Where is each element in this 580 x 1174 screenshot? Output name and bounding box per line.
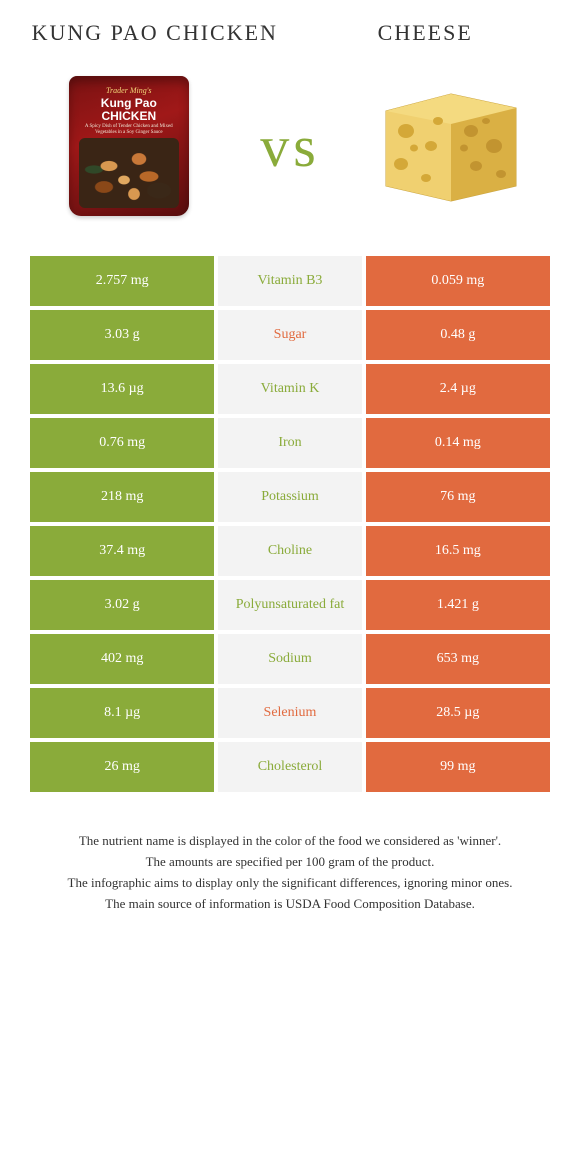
cheese-icon bbox=[366, 76, 536, 216]
cell-left-value: 218 mg bbox=[30, 472, 214, 522]
cell-nutrient-name: Choline bbox=[218, 526, 361, 576]
table-row: 26 mgCholesterol99 mg bbox=[30, 742, 550, 792]
cell-right-value: 28.5 µg bbox=[366, 688, 550, 738]
cell-left-value: 2.757 mg bbox=[30, 256, 214, 306]
footnotes: The nutrient name is displayed in the co… bbox=[30, 832, 550, 913]
cell-right-value: 0.48 g bbox=[366, 310, 550, 360]
cell-left-value: 26 mg bbox=[30, 742, 214, 792]
cell-nutrient-name: Polyunsaturated fat bbox=[218, 580, 361, 630]
footnote-line: The nutrient name is displayed in the co… bbox=[40, 832, 540, 851]
cell-nutrient-name: Iron bbox=[218, 418, 361, 468]
nutrient-table: 2.757 mgVitamin B30.059 mg3.03 gSugar0.4… bbox=[30, 256, 550, 792]
kung-pao-package-icon: Trader Ming's Kung Pao CHICKEN A Spicy D… bbox=[69, 76, 189, 216]
cell-right-value: 76 mg bbox=[366, 472, 550, 522]
table-row: 8.1 µgSelenium28.5 µg bbox=[30, 688, 550, 738]
cell-nutrient-name: Vitamin B3 bbox=[218, 256, 361, 306]
cell-nutrient-name: Sodium bbox=[218, 634, 361, 684]
table-row: 218 mgPotassium76 mg bbox=[30, 472, 550, 522]
table-row: 2.757 mgVitamin B30.059 mg bbox=[30, 256, 550, 306]
cell-left-value: 37.4 mg bbox=[30, 526, 214, 576]
table-row: 13.6 µgVitamin K2.4 µg bbox=[30, 364, 550, 414]
cell-left-value: 3.03 g bbox=[30, 310, 214, 360]
cell-right-value: 16.5 mg bbox=[366, 526, 550, 576]
footnote-line: The main source of information is USDA F… bbox=[40, 895, 540, 914]
images-row: Trader Ming's Kung Pao CHICKEN A Spicy D… bbox=[30, 66, 550, 226]
cell-right-value: 99 mg bbox=[366, 742, 550, 792]
cell-right-value: 2.4 µg bbox=[366, 364, 550, 414]
cell-left-value: 13.6 µg bbox=[30, 364, 214, 414]
table-row: 0.76 mgIron0.14 mg bbox=[30, 418, 550, 468]
package-brand: Trader Ming's bbox=[69, 86, 189, 95]
footnote-line: The infographic aims to display only the… bbox=[40, 874, 540, 893]
food-image-left: Trader Ming's Kung Pao CHICKEN A Spicy D… bbox=[30, 71, 228, 221]
table-row: 37.4 mgCholine16.5 mg bbox=[30, 526, 550, 576]
cell-nutrient-name: Potassium bbox=[218, 472, 361, 522]
table-row: 3.02 gPolyunsaturated fat1.421 g bbox=[30, 580, 550, 630]
cell-right-value: 1.421 g bbox=[366, 580, 550, 630]
cell-nutrient-name: Vitamin K bbox=[218, 364, 361, 414]
title-right: Cheese bbox=[300, 20, 550, 46]
food-image-right bbox=[352, 71, 550, 221]
table-row: 3.03 gSugar0.48 g bbox=[30, 310, 550, 360]
package-name1: Kung Pao bbox=[69, 96, 189, 110]
cell-right-value: 0.14 mg bbox=[366, 418, 550, 468]
cell-left-value: 402 mg bbox=[30, 634, 214, 684]
package-desc: A Spicy Dish of Tender Chicken and Mixed… bbox=[77, 124, 181, 136]
cell-right-value: 0.059 mg bbox=[366, 256, 550, 306]
titles-row: Kung Pao Chicken Cheese bbox=[30, 20, 550, 46]
cell-left-value: 8.1 µg bbox=[30, 688, 214, 738]
package-food-icon bbox=[79, 138, 179, 208]
vs-text: vs bbox=[260, 113, 320, 180]
title-left: Kung Pao Chicken bbox=[30, 20, 280, 46]
footnote-line: The amounts are specified per 100 gram o… bbox=[40, 853, 540, 872]
cell-left-value: 0.76 mg bbox=[30, 418, 214, 468]
cell-nutrient-name: Cholesterol bbox=[218, 742, 361, 792]
cell-nutrient-name: Sugar bbox=[218, 310, 361, 360]
cell-right-value: 653 mg bbox=[366, 634, 550, 684]
cell-nutrient-name: Selenium bbox=[218, 688, 361, 738]
package-name2: CHICKEN bbox=[69, 109, 189, 123]
table-row: 402 mgSodium653 mg bbox=[30, 634, 550, 684]
cell-left-value: 3.02 g bbox=[30, 580, 214, 630]
